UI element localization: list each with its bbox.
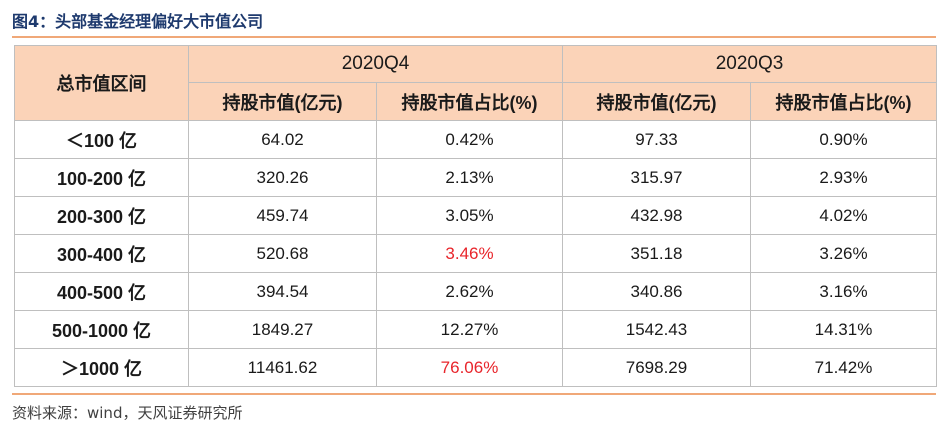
row-label: ＜100 亿	[14, 120, 189, 159]
table-row: ＜100 亿 64.02 0.42% 97.33 0.90%	[14, 120, 937, 159]
row-label: 500-1000 亿	[14, 310, 189, 349]
q3-pct-cell: 2.93%	[750, 158, 937, 197]
figure-title: 图4：头部基金经理偏好大市值公司	[12, 12, 264, 31]
q4-value-cell: 11461.62	[188, 348, 377, 387]
q3-pct-cell: 3.26%	[750, 234, 937, 273]
q4-value-cell: 320.26	[188, 158, 377, 197]
group-header-2020q4: 2020Q4	[188, 45, 563, 83]
q4-value-cell: 64.02	[188, 120, 377, 159]
subheader-q4-value: 持股市值(亿元)	[188, 82, 377, 121]
q3-pct-cell: 3.16%	[750, 272, 937, 311]
q4-value-cell: 459.74	[188, 196, 377, 235]
table-row: 200-300 亿 459.74 3.05% 432.98 4.02%	[14, 196, 937, 235]
table-row: 300-400 亿 520.68 3.46% 351.18 3.26%	[14, 234, 937, 273]
row-label: 100-200 亿	[14, 158, 189, 197]
q4-pct-cell-highlighted: 3.46%	[376, 234, 563, 273]
subheader-q4-pct: 持股市值占比(%)	[376, 82, 563, 121]
group-header-2020q3: 2020Q3	[562, 45, 937, 83]
q3-pct-cell: 14.31%	[750, 310, 937, 349]
q4-value-cell: 394.54	[188, 272, 377, 311]
q4-value-cell: 520.68	[188, 234, 377, 273]
q4-pct-cell: 12.27%	[376, 310, 563, 349]
q4-value-cell: 1849.27	[188, 310, 377, 349]
row-label: ＞1000 亿	[14, 348, 189, 387]
corner-header: 总市值区间	[14, 45, 189, 121]
q4-pct-cell: 2.13%	[376, 158, 563, 197]
source-note: 资料来源：wind，天风证券研究所	[12, 404, 243, 422]
q4-pct-cell: 2.62%	[376, 272, 563, 311]
q4-pct-cell: 3.05%	[376, 196, 563, 235]
subheader-q3-pct: 持股市值占比(%)	[750, 82, 937, 121]
bottom-rule	[12, 393, 936, 395]
market-cap-table: 总市值区间 2020Q4 2020Q3 持股市值(亿元) 持股市值占比(%) 持…	[14, 45, 937, 387]
q4-pct-cell: 0.42%	[376, 120, 563, 159]
q3-pct-cell: 71.42%	[750, 348, 937, 387]
q3-value-cell: 340.86	[562, 272, 751, 311]
q3-pct-cell: 4.02%	[750, 196, 937, 235]
q4-pct-cell-highlighted: 76.06%	[376, 348, 563, 387]
subheader-q3-value: 持股市值(亿元)	[562, 82, 751, 121]
row-label: 300-400 亿	[14, 234, 189, 273]
q3-value-cell: 97.33	[562, 120, 751, 159]
q3-pct-cell: 0.90%	[750, 120, 937, 159]
table-row: 500-1000 亿 1849.27 12.27% 1542.43 14.31%	[14, 310, 937, 349]
q3-value-cell: 432.98	[562, 196, 751, 235]
table-row: 100-200 亿 320.26 2.13% 315.97 2.93%	[14, 158, 937, 197]
q3-value-cell: 7698.29	[562, 348, 751, 387]
q3-value-cell: 1542.43	[562, 310, 751, 349]
row-label: 400-500 亿	[14, 272, 189, 311]
q3-value-cell: 315.97	[562, 158, 751, 197]
q3-value-cell: 351.18	[562, 234, 751, 273]
top-rule	[12, 36, 936, 38]
table-row: ＞1000 亿 11461.62 76.06% 7698.29 71.42%	[14, 348, 937, 387]
row-label: 200-300 亿	[14, 196, 189, 235]
table-row: 400-500 亿 394.54 2.62% 340.86 3.16%	[14, 272, 937, 311]
